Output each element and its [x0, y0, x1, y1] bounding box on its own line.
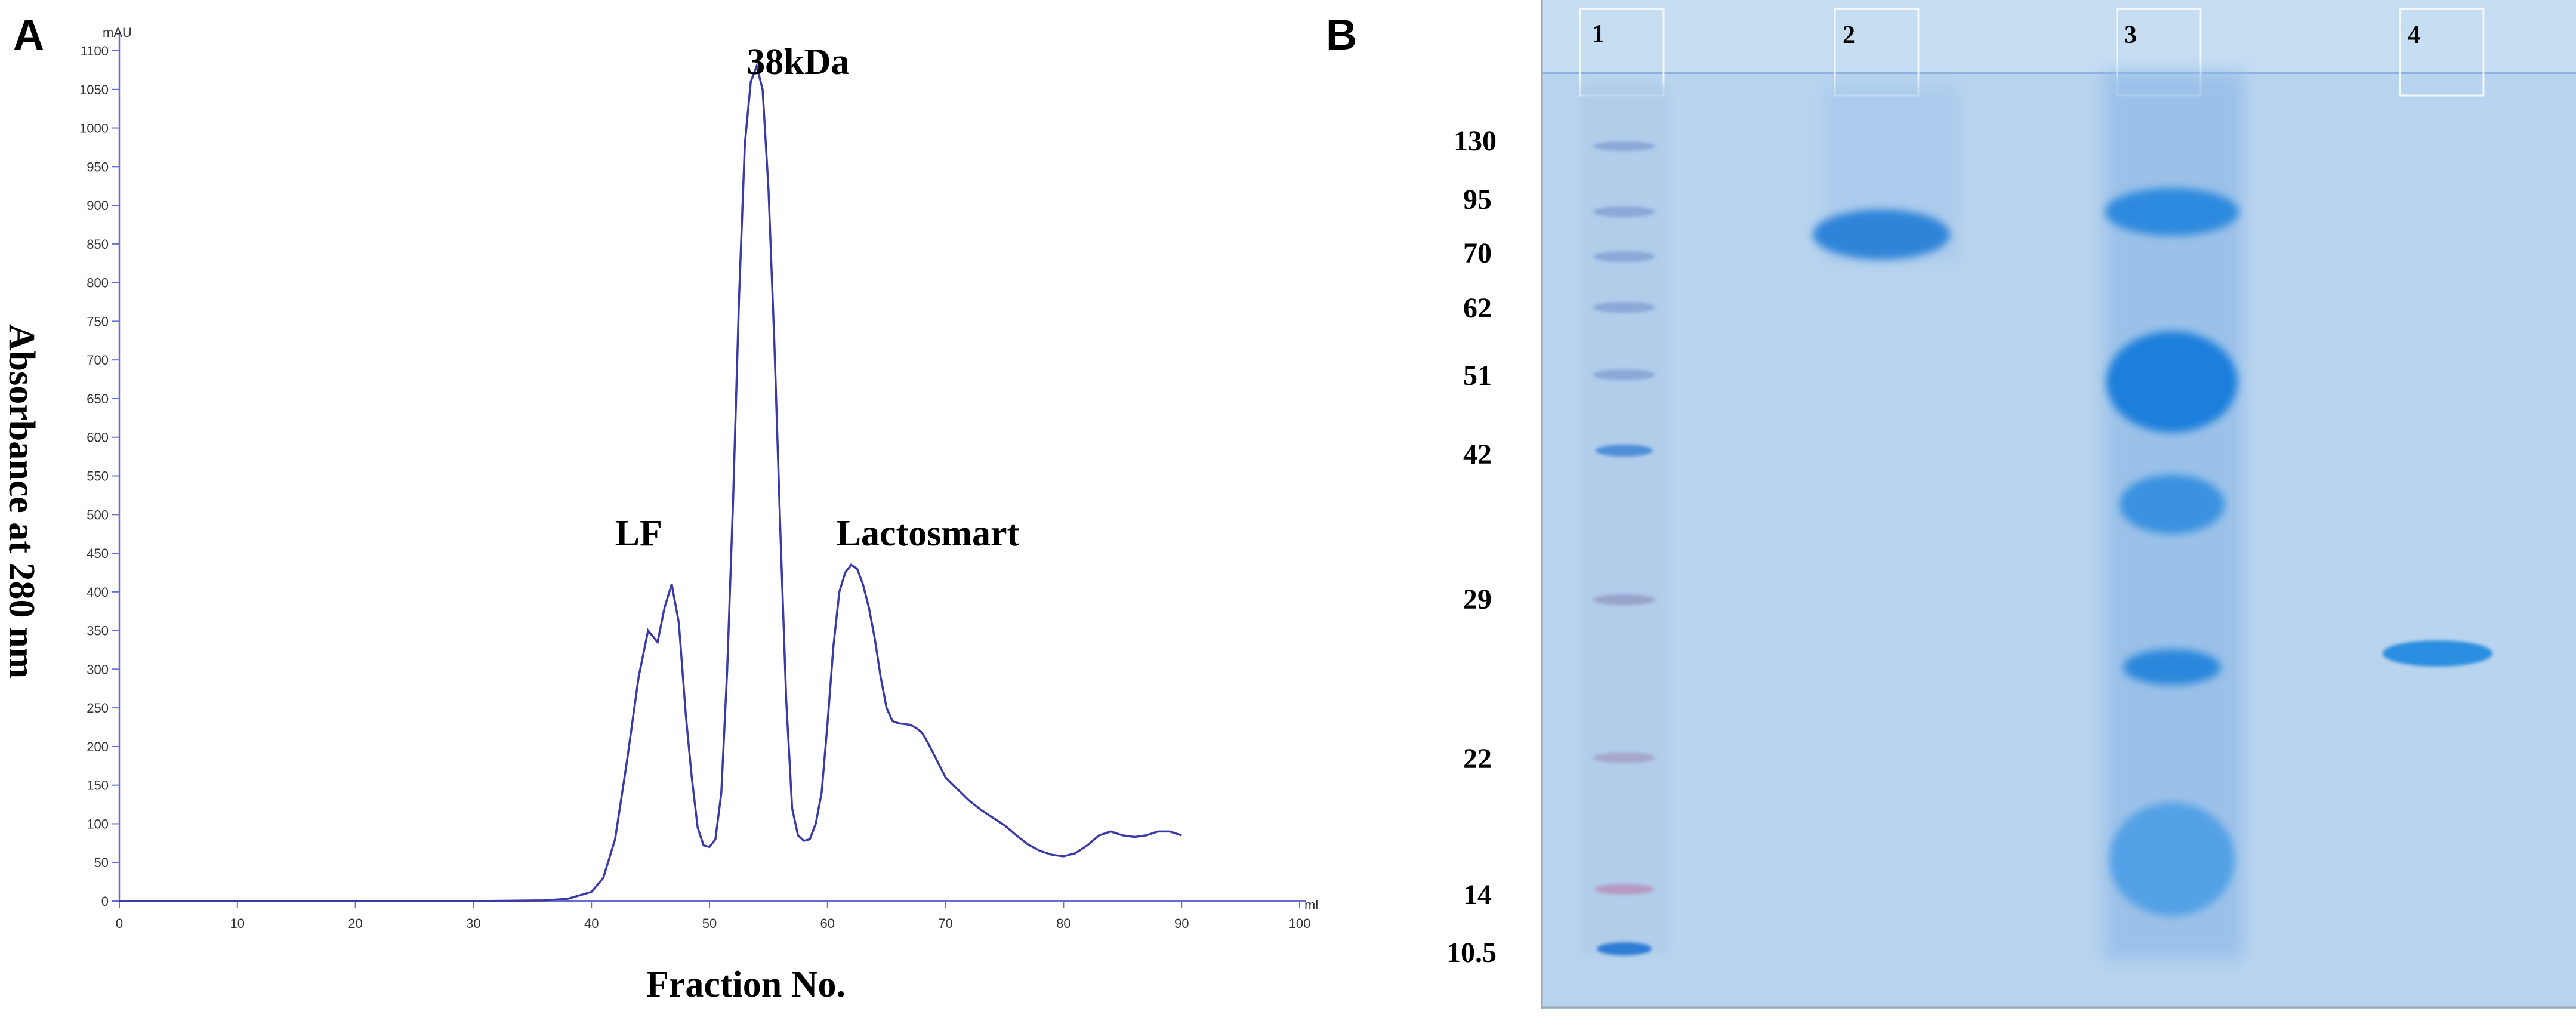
mw-label: 70	[1463, 238, 1492, 269]
peak-label-lactosmart: Lactosmart	[837, 513, 1020, 554]
y-tick-label: 300	[87, 662, 109, 677]
x-tick-label: 30	[466, 916, 480, 931]
y-tick-label: 350	[87, 624, 109, 639]
y-tick-label: 650	[87, 391, 109, 406]
y-tick-label: 250	[87, 701, 109, 715]
y-axis-title: Absorbance at 280 nm	[1, 324, 42, 679]
lane-1-ladder	[1580, 84, 1670, 955]
gel-well-area	[1541, 0, 2576, 72]
y-unit-label: mAU	[103, 25, 132, 40]
ladder-band	[1596, 445, 1653, 457]
peak-label-38kda: 38kDa	[746, 42, 849, 82]
y-tick-label: 0	[101, 894, 109, 909]
ladder-band	[1593, 206, 1655, 217]
lane-label-3: 3	[2124, 21, 2137, 49]
ladder-band	[1593, 251, 1655, 262]
ladder-band	[1593, 302, 1655, 313]
lane-2-band	[1813, 209, 1950, 260]
sds-page-gel: 1 2 3 4	[1446, 0, 2576, 1009]
ladder-band	[1593, 369, 1655, 380]
x-tick-label: 60	[820, 916, 835, 931]
lane-3	[2103, 72, 2244, 961]
lane-4	[2383, 640, 2492, 667]
y-tick-label: 900	[87, 198, 109, 213]
well-4	[2399, 8, 2485, 97]
x-tick-label: 40	[584, 916, 599, 931]
y-tick-label: 1050	[79, 82, 109, 97]
x-unit-label: ml	[1304, 898, 1318, 912]
chromatogram-chart: 0501001502002503003504004505005506006507…	[1, 25, 1318, 1005]
ladder-band	[1593, 141, 1655, 151]
lane-2	[1813, 84, 1960, 263]
lane-3-band	[2105, 188, 2239, 236]
x-tick-label: 20	[348, 916, 362, 931]
x-tick-label: 80	[1056, 916, 1070, 931]
x-tick-label: 90	[1174, 916, 1189, 931]
y-tick-label: 750	[87, 314, 109, 329]
lane-label-4: 4	[2408, 21, 2420, 49]
mw-label: 10.5	[1446, 937, 1497, 969]
y-axis-ticks: 0 50 100 150 200 250 300 350 400 450 500 550 600 650 7…	[79, 44, 119, 909]
mw-label: 130	[1454, 125, 1497, 157]
y-tick-label: 50	[94, 855, 109, 870]
y-tick-label: 1100	[81, 44, 109, 58]
mw-label: 22	[1463, 743, 1492, 775]
mw-label: 51	[1463, 360, 1492, 391]
lane-3-band	[2106, 331, 2238, 433]
mw-label: 14	[1463, 879, 1492, 911]
y-tick-label: 700	[87, 353, 109, 368]
x-tick-label: 10	[230, 916, 245, 931]
mw-label: 29	[1463, 584, 1492, 615]
y-tick-label: 800	[87, 276, 109, 291]
ladder-band	[1597, 942, 1652, 955]
x-tick-label: 100	[1289, 916, 1311, 931]
y-tick-label: 500	[87, 507, 109, 522]
x-tick-label: 70	[938, 916, 952, 931]
y-tick-label: 850	[87, 237, 109, 252]
lane-label-1: 1	[1592, 20, 1605, 48]
x-axis-ticks: 0 10 20 30 40 50 60 70 80 90 100	[116, 901, 1310, 931]
lane-4-band	[2383, 640, 2492, 667]
y-tick-label: 550	[87, 469, 109, 484]
mw-label: 42	[1463, 439, 1492, 470]
gel-background	[1541, 0, 2576, 1009]
x-axis-title: Fraction No.	[646, 964, 846, 1005]
mw-label: 95	[1463, 184, 1492, 215]
panel-a-label: A	[13, 11, 44, 59]
absorbance-trace	[119, 63, 1182, 902]
y-tick-label: 450	[87, 546, 109, 561]
y-tick-label: 150	[87, 778, 109, 793]
lane-label-2: 2	[1843, 21, 1855, 49]
y-tick-label: 950	[87, 159, 109, 174]
x-tick-label: 0	[116, 916, 123, 931]
y-tick-label: 600	[87, 430, 109, 445]
ladder-band	[1593, 752, 1655, 763]
mw-label: 62	[1463, 292, 1492, 324]
ladder-band	[1594, 884, 1654, 895]
panel-b-label: B	[1326, 11, 1357, 59]
lane-3-band	[2109, 803, 2235, 916]
x-tick-label: 50	[702, 916, 717, 931]
y-tick-label: 200	[87, 739, 109, 754]
y-tick-label: 100	[87, 816, 109, 831]
mw-marker-labels: 130 95 70 62 51 42 29 22 14 10.5	[1446, 125, 1497, 969]
lane-3-band	[2123, 649, 2221, 685]
ladder-band	[1593, 594, 1655, 605]
lane-3-band	[2120, 474, 2225, 534]
y-tick-label: 400	[87, 585, 109, 600]
plot-axes	[118, 33, 1306, 902]
peak-label-lf: LF	[615, 513, 662, 554]
y-tick-label: 1000	[79, 121, 109, 136]
